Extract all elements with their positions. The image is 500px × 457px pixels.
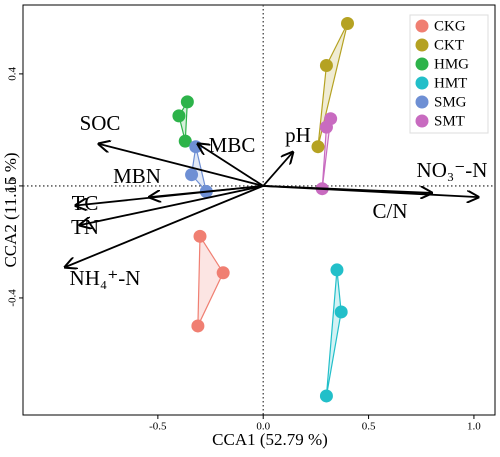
- point: [191, 319, 205, 333]
- point: [216, 266, 230, 280]
- legend-box: [409, 14, 489, 134]
- point: [341, 16, 354, 30]
- arrow-label: C/N: [372, 199, 407, 223]
- point: [189, 140, 203, 154]
- point: [185, 168, 199, 182]
- x-tick-label: 0.5: [362, 421, 376, 433]
- arrow: [65, 185, 264, 267]
- arrow: [80, 185, 264, 225]
- group-hull: [325, 269, 342, 397]
- legend-swatch: [415, 57, 429, 71]
- x-tick-label: -0.5: [149, 421, 167, 433]
- arrow-label: MBN: [113, 164, 161, 188]
- legend-swatch: [415, 19, 429, 33]
- legend-label: SMG: [434, 94, 467, 110]
- legend-label: CKG: [434, 18, 466, 34]
- arrow-label: TN: [71, 215, 99, 239]
- y-axis-label: CCA2 (11.15 %): [1, 152, 20, 267]
- legend-swatch: [415, 38, 429, 52]
- arrow: [198, 144, 264, 187]
- arrow-label: NH₄⁺-N: [70, 266, 141, 290]
- y-tick-label: -0.4: [7, 289, 19, 307]
- point: [311, 140, 325, 154]
- group-hull: [178, 101, 188, 142]
- legend-swatch: [415, 76, 429, 90]
- legend-swatch: [415, 95, 429, 109]
- x-axis-label: CCA1 (52.79 %): [212, 430, 328, 449]
- arrow: [263, 185, 432, 193]
- arrow-label: NO₃⁻-N: [417, 158, 488, 182]
- legend-label: HMG: [434, 56, 469, 72]
- arrow-label: MBC: [209, 133, 256, 157]
- legend-label: CKT: [434, 37, 464, 53]
- point: [334, 305, 348, 319]
- x-tick-label: 0.0: [256, 421, 270, 433]
- arrow-label: pH: [285, 123, 311, 147]
- arrow-label: SOC: [80, 111, 121, 135]
- arrow: [76, 185, 264, 206]
- y-tick-label: 0.4: [7, 67, 19, 81]
- point: [330, 263, 344, 277]
- point: [172, 109, 186, 123]
- point: [319, 120, 333, 134]
- point: [180, 95, 194, 109]
- arrow: [262, 152, 293, 187]
- legend-label: SMT: [434, 113, 465, 129]
- point: [193, 229, 207, 243]
- legend-label: HMT: [434, 75, 467, 91]
- point: [178, 134, 192, 148]
- group-hull: [197, 234, 224, 327]
- y-tick-label: 0.0: [7, 179, 19, 193]
- arrow-label: TC: [72, 191, 99, 215]
- plot-frame: [22, 4, 496, 416]
- point: [319, 58, 333, 72]
- legend-swatch: [415, 114, 429, 128]
- arrow: [99, 144, 264, 187]
- x-tick-label: 1.0: [467, 421, 481, 433]
- point: [319, 389, 333, 403]
